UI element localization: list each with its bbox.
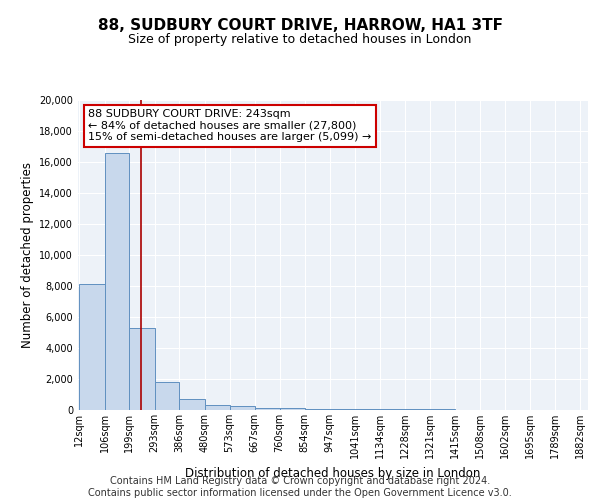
- Text: Contains HM Land Registry data © Crown copyright and database right 2024.
Contai: Contains HM Land Registry data © Crown c…: [88, 476, 512, 498]
- Bar: [179, 399, 205, 410]
- Bar: [155, 382, 179, 410]
- Bar: [230, 406, 254, 410]
- Bar: [205, 404, 230, 410]
- Bar: [329, 409, 355, 410]
- Bar: [305, 409, 329, 410]
- Bar: [130, 328, 155, 410]
- Text: Size of property relative to detached houses in London: Size of property relative to detached ho…: [128, 32, 472, 46]
- Bar: [104, 152, 130, 410]
- Text: 88, SUDBURY COURT DRIVE, HARROW, HA1 3TF: 88, SUDBURY COURT DRIVE, HARROW, HA1 3TF: [97, 18, 503, 32]
- Bar: [280, 408, 305, 410]
- Bar: [79, 284, 104, 410]
- Bar: [254, 408, 280, 410]
- Text: 88 SUDBURY COURT DRIVE: 243sqm
← 84% of detached houses are smaller (27,800)
15%: 88 SUDBURY COURT DRIVE: 243sqm ← 84% of …: [88, 110, 371, 142]
- Bar: [355, 409, 380, 410]
- X-axis label: Distribution of detached houses by size in London: Distribution of detached houses by size …: [185, 466, 481, 479]
- Y-axis label: Number of detached properties: Number of detached properties: [21, 162, 34, 348]
